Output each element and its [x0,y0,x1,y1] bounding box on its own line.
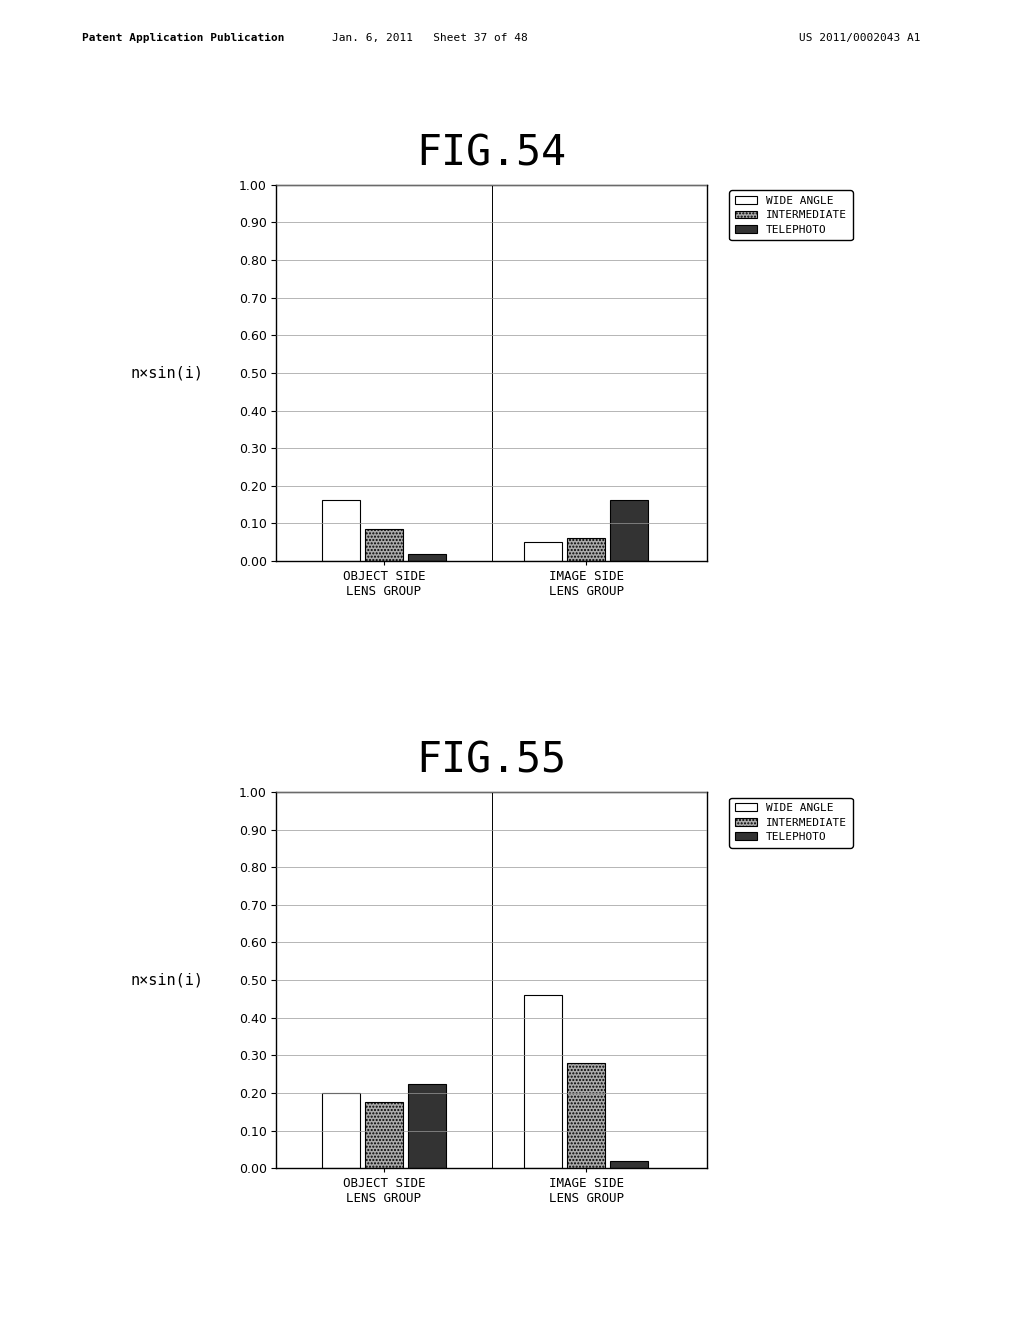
Bar [409,554,445,561]
Bar [409,1084,445,1168]
Bar [610,1162,648,1168]
Y-axis label: n×sin(i): n×sin(i) [130,366,203,380]
Bar [323,1093,359,1168]
Bar [524,995,562,1168]
Bar [366,1102,402,1168]
Title: FIG.54: FIG.54 [417,132,566,174]
Text: Patent Application Publication: Patent Application Publication [82,33,285,44]
Bar [524,543,562,561]
Legend: WIDE ANGLE, INTERMEDIATE, TELEPHOTO: WIDE ANGLE, INTERMEDIATE, TELEPHOTO [729,797,853,847]
Bar [323,500,359,561]
Text: Jan. 6, 2011   Sheet 37 of 48: Jan. 6, 2011 Sheet 37 of 48 [332,33,528,44]
Bar [567,1063,605,1168]
Bar [610,500,648,561]
Bar [366,529,402,561]
Bar [567,539,605,561]
Title: FIG.55: FIG.55 [417,739,566,781]
Y-axis label: n×sin(i): n×sin(i) [130,973,203,987]
Text: US 2011/0002043 A1: US 2011/0002043 A1 [799,33,921,44]
Legend: WIDE ANGLE, INTERMEDIATE, TELEPHOTO: WIDE ANGLE, INTERMEDIATE, TELEPHOTO [729,190,853,240]
